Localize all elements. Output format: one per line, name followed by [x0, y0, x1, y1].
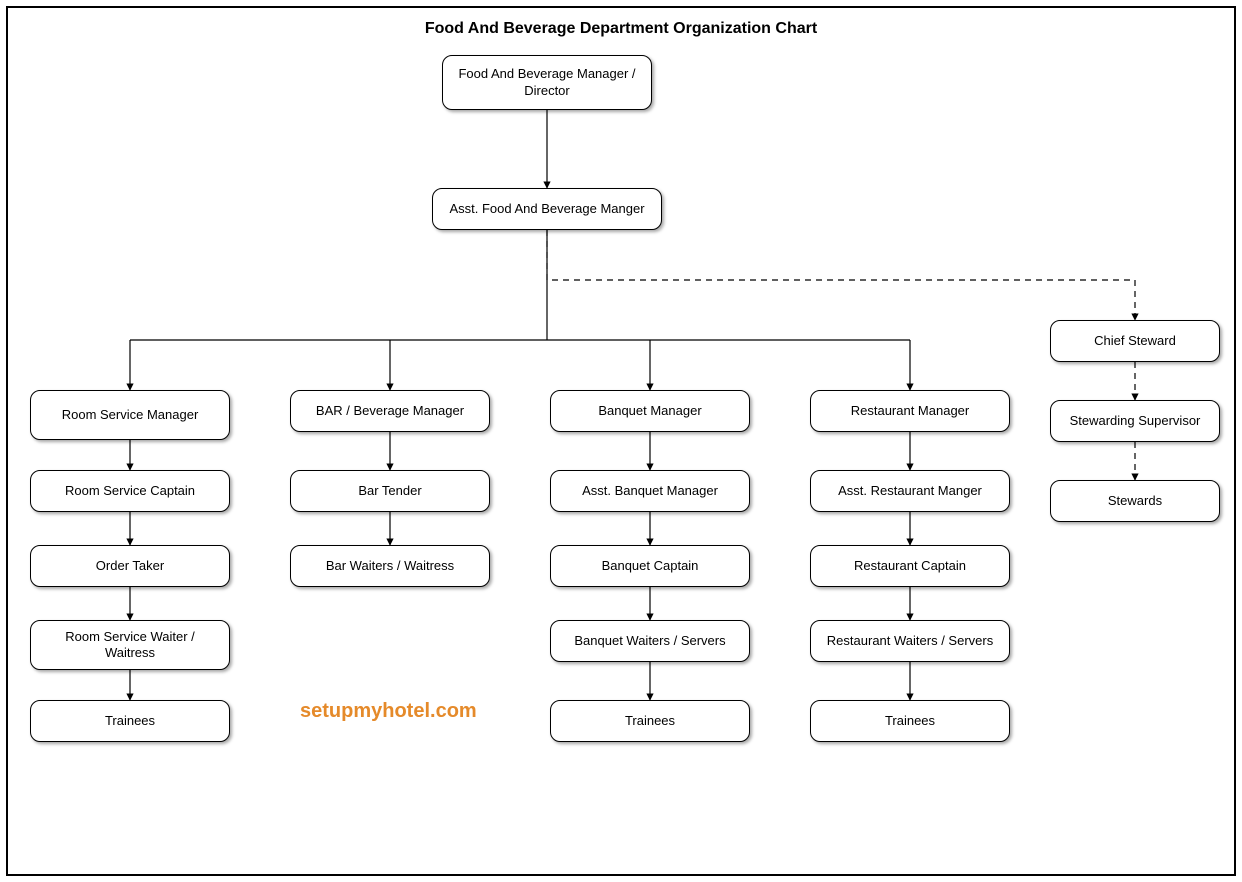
org-node-rs_order: Order Taker [30, 545, 230, 587]
org-node-stw_sup: Stewarding Supervisor [1050, 400, 1220, 442]
org-node-rest_waiter: Restaurant Waiters / Servers [810, 620, 1010, 662]
org-node-bq_asst: Asst. Banquet Manager [550, 470, 750, 512]
org-node-bar_waiter: Bar Waiters / Waitress [290, 545, 490, 587]
org-node-bq_train: Trainees [550, 700, 750, 742]
org-node-stewards: Stewards [1050, 480, 1220, 522]
watermark-text: setupmyhotel.com [300, 700, 477, 723]
org-node-root: Food And Beverage Manager / Director [442, 55, 652, 110]
chart-title: Food And Beverage Department Organizatio… [0, 20, 1242, 38]
org-node-bq_mgr: Banquet Manager [550, 390, 750, 432]
org-node-asst: Asst. Food And Beverage Manger [432, 188, 662, 230]
org-node-rs_train: Trainees [30, 700, 230, 742]
org-node-rs_waiter: Room Service Waiter / Waitress [30, 620, 230, 670]
org-node-rest_capt: Restaurant Captain [810, 545, 1010, 587]
org-node-bar_mgr: BAR / Beverage Manager [290, 390, 490, 432]
org-node-rest_train: Trainees [810, 700, 1010, 742]
org-node-rest_asst: Asst. Restaurant Manger [810, 470, 1010, 512]
org-node-bar_tender: Bar Tender [290, 470, 490, 512]
org-node-rs_capt: Room Service Captain [30, 470, 230, 512]
org-node-bq_waiter: Banquet Waiters / Servers [550, 620, 750, 662]
org-node-rest_mgr: Restaurant Manager [810, 390, 1010, 432]
chart-border [6, 6, 1236, 876]
org-chart-page: Food And Beverage Department Organizatio… [0, 0, 1242, 882]
org-node-bq_capt: Banquet Captain [550, 545, 750, 587]
org-node-rs_mgr: Room Service Manager [30, 390, 230, 440]
org-node-chief_stw: Chief Steward [1050, 320, 1220, 362]
